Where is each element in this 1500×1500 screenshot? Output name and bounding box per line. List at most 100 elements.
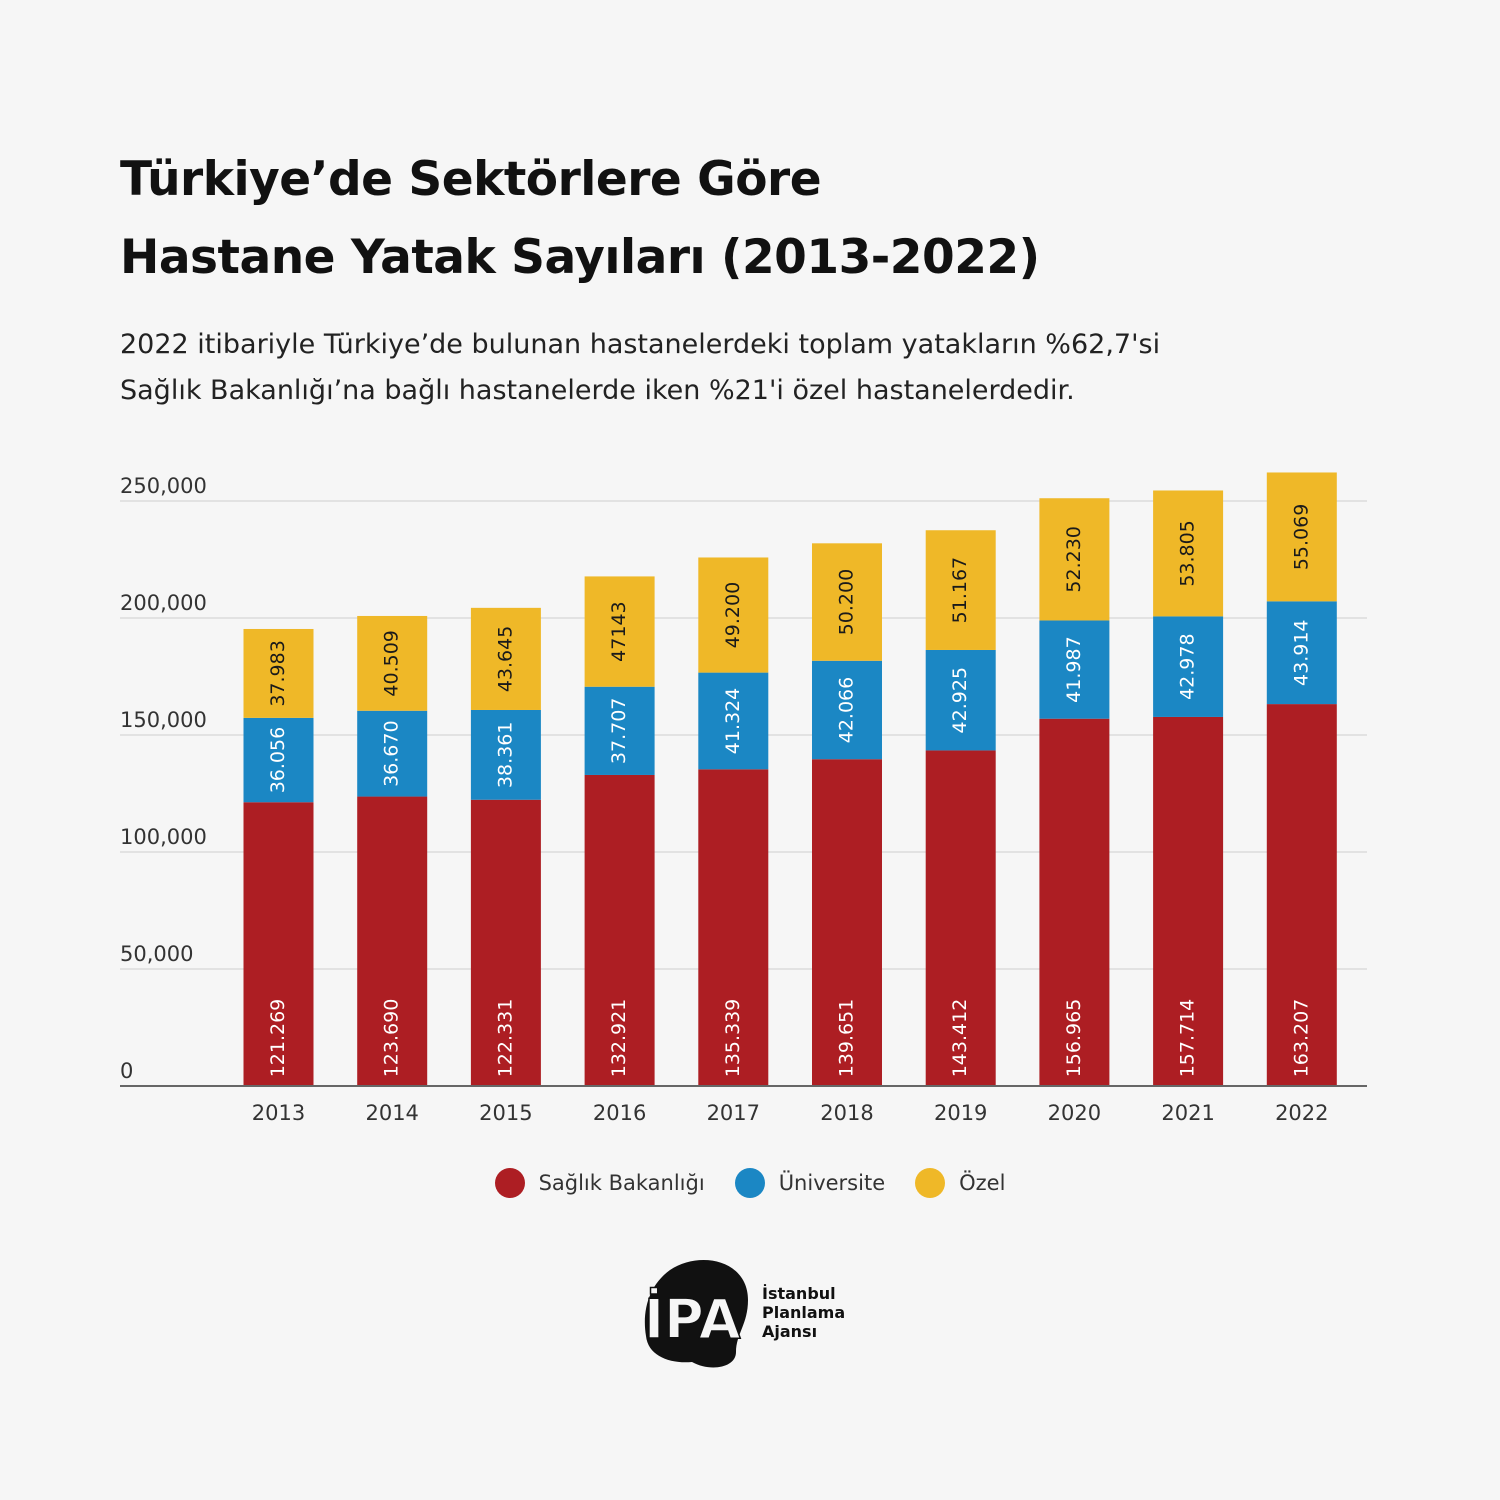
- x-tick-label: 2021: [1161, 1101, 1214, 1125]
- logo-line-3: Ajansı: [762, 1322, 818, 1341]
- chart-title-line-1: Türkiye’de Sektörlere Göre: [120, 152, 822, 207]
- bar-segment: [470, 799, 541, 1086]
- bar-value-label: 123.690: [381, 999, 403, 1078]
- legend-item: Sağlık Bakanlığı: [494, 1168, 705, 1198]
- y-tick-label: 0: [120, 1059, 133, 1083]
- legend-item: Özel: [915, 1168, 1005, 1198]
- x-tick-label: 2015: [479, 1101, 532, 1125]
- bar-segment: [243, 802, 314, 1086]
- bar-value-label: 36.056: [267, 727, 289, 793]
- subtitle-line-2: Sağlık Bakanlığı’na bağlı hastanelerde i…: [120, 375, 1075, 406]
- x-tick-label: 2018: [820, 1101, 873, 1125]
- bar-value-label: 132.921: [608, 999, 630, 1078]
- bar-segment: [584, 774, 655, 1086]
- ipa-logo-mark: İPA: [643, 1260, 748, 1368]
- x-tick-label: 2017: [707, 1101, 760, 1125]
- bar-segment: [470, 607, 541, 710]
- legend-label: Özel: [959, 1171, 1006, 1195]
- chart-subtitle: 2022 itibariyle Türkiye’de bulunan hasta…: [120, 322, 1440, 414]
- bar-value-label: 53.805: [1177, 520, 1199, 586]
- bar-value-label: 135.339: [722, 999, 744, 1078]
- logo-line-1: İstanbul: [762, 1284, 836, 1303]
- bar-value-label: 43.645: [494, 626, 516, 692]
- chart-title-line-2: Hastane Yatak Sayıları (2013-2022): [120, 230, 1040, 285]
- bar-segment: [925, 649, 996, 751]
- chart-legend: Sağlık Bakanlığı Üniversite Özel: [0, 1168, 1500, 1198]
- bar-segment: [925, 750, 996, 1086]
- bar-value-label: 139.651: [836, 999, 858, 1078]
- bar-segment: [1039, 498, 1110, 621]
- bar-segment: [243, 717, 314, 803]
- bar-value-label: 37.983: [267, 640, 289, 706]
- y-tick-label: 100,000: [120, 825, 207, 849]
- x-tick-label: 2013: [252, 1101, 305, 1125]
- y-tick-label: 150,000: [120, 708, 207, 732]
- bar-value-label: 163.207: [1290, 999, 1312, 1078]
- bar-value-label: 51.167: [949, 557, 971, 623]
- y-tick-label: 200,000: [120, 591, 207, 615]
- bar-segment: [698, 557, 769, 673]
- legend-swatch: [915, 1168, 946, 1198]
- bar-value-label: 41.324: [722, 688, 744, 754]
- bar-segment: [1266, 472, 1337, 602]
- x-tick-label: 2019: [934, 1101, 987, 1125]
- bar-value-label: 50.200: [836, 569, 858, 635]
- logo-line-2: Planlama: [762, 1303, 846, 1322]
- x-tick-label: 2014: [365, 1101, 418, 1125]
- bar-value-label: 40.509: [381, 630, 403, 696]
- bar-segment: [1039, 620, 1110, 719]
- bar-segment: [925, 530, 996, 650]
- bar-value-label: 52.230: [1063, 526, 1085, 592]
- stacked-bar-chart: 0 50,000 100,000 150,000 200,000 250,000 121.…: [120, 472, 1367, 1125]
- bar-value-label: 156.965: [1063, 999, 1085, 1078]
- bar-value-label: 42.925: [949, 667, 971, 733]
- bar-value-label: 42.978: [1177, 633, 1199, 699]
- x-tick-label: 2020: [1048, 1101, 1101, 1125]
- bar-value-label: 122.331: [494, 999, 516, 1078]
- bars: 121.269 36.056 37.983 123.690 36.670 40.509 12…: [243, 472, 1337, 1086]
- bar-segment: [584, 576, 655, 687]
- subtitle-line-1: 2022 itibariyle Türkiye’de bulunan hasta…: [120, 329, 1161, 360]
- bar-segment: [357, 796, 428, 1086]
- bar-segment: [1266, 704, 1337, 1086]
- y-tick-label: 50,000: [120, 942, 193, 966]
- bar-value-label: 157.714: [1177, 999, 1199, 1078]
- legend-label: Sağlık Bakanlığı: [538, 1171, 705, 1195]
- bar-segment: [812, 660, 882, 760]
- bar-segment: [1153, 490, 1224, 617]
- legend-swatch: [494, 1168, 525, 1198]
- bar-segment: [357, 710, 428, 797]
- bar-segment: [698, 769, 769, 1086]
- bar-segment: [584, 686, 655, 775]
- ipa-logo: İPA İstanbul Planlama Ajansı: [640, 1252, 880, 1372]
- bar-segment: [357, 615, 428, 711]
- x-tick-label: 2016: [593, 1101, 646, 1125]
- x-tick-label: 2022: [1275, 1101, 1328, 1125]
- bar-value-label: 121.269: [267, 999, 289, 1078]
- bar-value-label: 36.670: [381, 720, 403, 786]
- logo-wordmark: İstanbul Planlama Ajansı: [762, 1284, 845, 1341]
- y-axis-ticks: 0 50,000 100,000 150,000 200,000 250,000: [120, 474, 207, 1083]
- bar-segment: [812, 543, 882, 661]
- bar-segment: [1266, 601, 1337, 705]
- legend-item: Üniversite: [734, 1168, 886, 1198]
- bar-segment: [1039, 718, 1110, 1086]
- legend-label: Üniversite: [778, 1171, 886, 1195]
- bar-segment: [812, 759, 882, 1086]
- bar-value-label: 47143: [608, 601, 630, 661]
- bar-value-label: 55.069: [1290, 504, 1312, 570]
- logo-mark-letters: İPA: [644, 1288, 741, 1351]
- x-axis-ticks: 2013 2014 2015 2016 2017 2018 2019 2020 2021 2022: [120, 1085, 1367, 1125]
- bar-value-label: 41.987: [1063, 636, 1085, 702]
- bar-value-label: 38.361: [494, 722, 516, 788]
- bar-value-label: 49.200: [722, 582, 744, 648]
- bar-segment: [1153, 716, 1224, 1086]
- bar-segment: [698, 672, 769, 770]
- y-tick-label: 250,000: [120, 474, 207, 498]
- bar-value-label: 42.066: [836, 677, 858, 743]
- bar-value-label: 43.914: [1290, 619, 1312, 685]
- bar-segment: [470, 709, 541, 800]
- bar-segment: [243, 628, 314, 718]
- bar-value-label: 143.412: [949, 999, 971, 1078]
- bar-value-label: 37.707: [608, 698, 630, 764]
